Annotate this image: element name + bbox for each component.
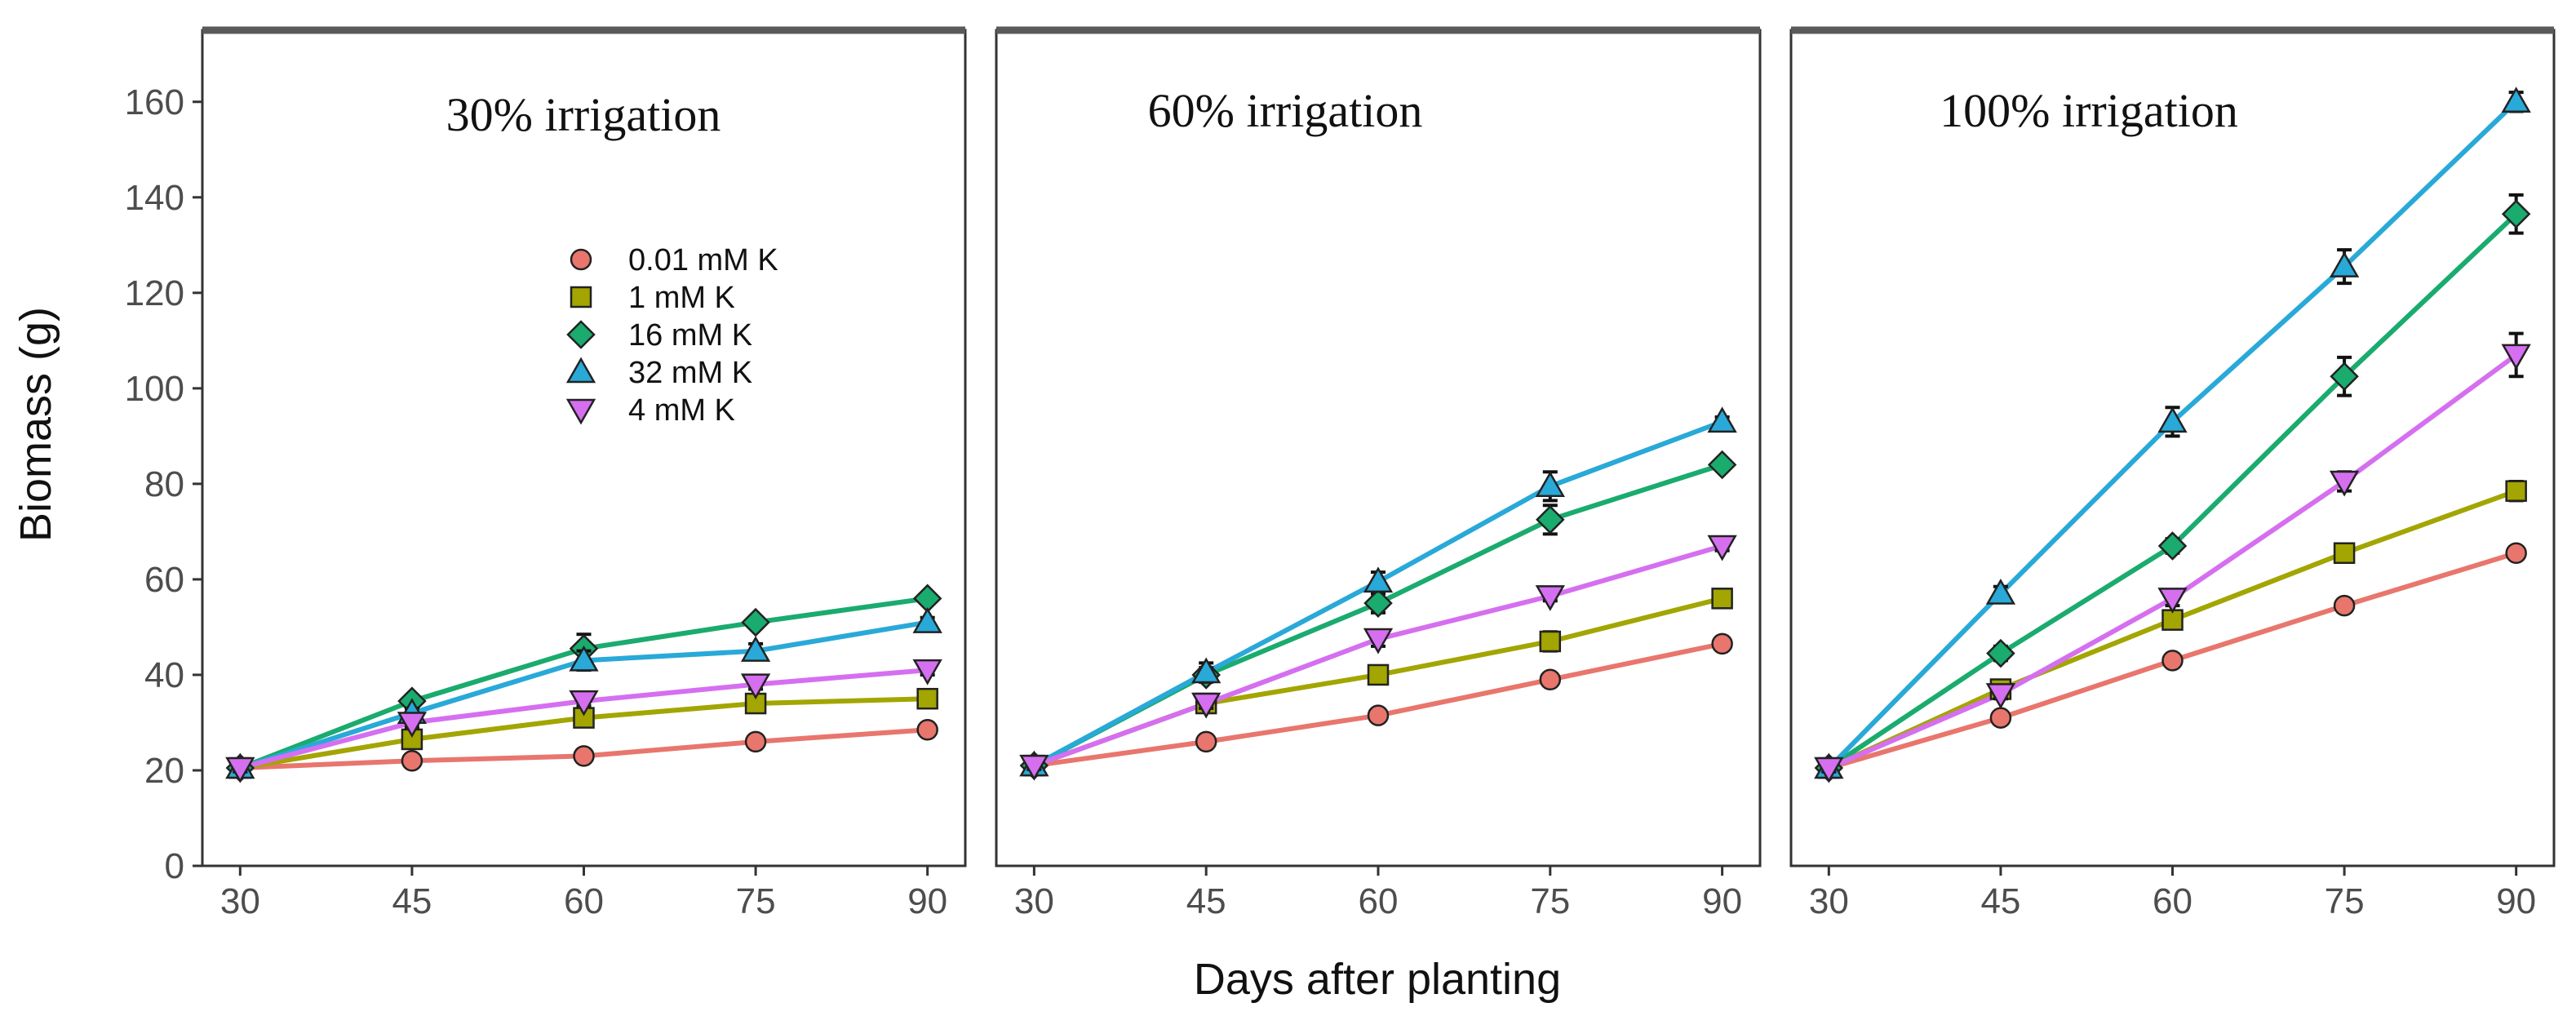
data-point [1539,668,1562,691]
data-point [1535,585,1565,611]
data-point [1191,692,1221,719]
data-point [1367,704,1390,726]
y-tick-label: 120 [125,273,184,313]
data-point [1707,406,1737,433]
legend-label: 1 mM K [628,281,735,315]
legend-label: 32 mM K [628,356,752,390]
x-tick-label: 75 [2325,881,2365,921]
data-point [2330,362,2359,391]
y-tick-label: 40 [144,655,184,695]
legend-key [570,248,592,271]
data-point [1367,663,1390,686]
data-point [916,687,938,710]
x-tick-label: 90 [907,881,947,921]
data-point [1539,630,1562,653]
x-tick-label: 90 [1702,881,1742,921]
data-point [740,636,771,662]
x-tick-label: 45 [1980,881,2020,921]
data-point [1814,757,1844,783]
data-point [1711,632,1733,655]
x-tick-label: 75 [736,881,776,921]
data-point [225,757,255,783]
data-point [2333,542,2356,564]
data-point [1363,566,1394,593]
legend-label: 0.01 mM K [628,243,778,277]
data-point [1195,730,1217,753]
x-tick-label: 30 [1014,881,1054,921]
legend-label: 4 mM K [628,393,735,428]
data-point [2501,87,2531,113]
data-point [916,718,938,741]
data-point [1191,657,1221,684]
x-tick-label: 30 [220,881,260,921]
data-point [397,712,428,738]
legend-key [565,357,596,384]
data-point [569,690,599,717]
y-tick-label: 20 [144,751,184,791]
data-point [1535,471,1565,498]
y-tick-label: 140 [125,178,184,218]
data-point [2329,251,2360,277]
y-tick-label: 80 [144,464,184,504]
data-point [1989,707,2012,729]
panel-title: 100% irrigation [1940,84,2238,137]
y-tick-label: 160 [125,82,184,122]
data-point [2329,470,2360,497]
data-point [2157,588,2188,614]
legend-key [566,320,596,349]
legend-key [565,398,596,425]
x-tick-label: 30 [1809,881,1849,921]
data-point [1707,450,1737,480]
data-point [740,673,771,700]
data-point [2157,531,2188,561]
data-point [1711,588,1733,610]
data-point [573,745,595,767]
y-tick-label: 60 [144,560,184,600]
x-tick-label: 45 [392,881,432,921]
data-point [2505,542,2527,564]
data-point [741,607,770,637]
x-tick-label: 60 [564,881,604,921]
panel-frame [1789,29,2556,867]
data-point [1363,588,1393,618]
data-point [912,607,942,633]
data-point [912,659,942,686]
data-point [2333,594,2356,617]
data-point [569,645,599,672]
data-point [2157,406,2188,433]
data-point [1985,578,2016,605]
data-point [1985,683,2016,709]
data-point [2501,344,2531,371]
data-point [1019,754,1049,781]
data-point [2161,650,2184,672]
panel-2: 60% irrigation 30 45 60 75 90 [995,26,1762,921]
legend-key [570,286,592,308]
data-point [744,730,767,753]
x-tick-label: 90 [2496,881,2536,921]
y-axis-title: Biomass (g) [11,307,60,542]
x-tick-label: 60 [1359,881,1399,921]
x-tick-label: 45 [1186,881,1226,921]
data-point [1707,535,1737,561]
data-point [2501,199,2531,229]
data-point [1536,505,1565,535]
y-tick-label: 0 [165,846,184,886]
data-point [1986,638,2015,668]
data-point [401,750,423,772]
x-tick-label: 75 [1530,881,1570,921]
data-point [1363,628,1394,654]
x-axis-title: Days after planting [1194,955,1561,1004]
panel-title: 60% irrigation [1148,84,1423,137]
panel-1: 30% irrigation 0 20 40 60 80 100 120 140 160 30 45 6… [125,26,967,921]
panel-3: 100% irrigation 30 45 60 75 90 [1789,26,2556,921]
panel-frame [995,29,1762,867]
y-tick-label: 100 [125,369,184,409]
legend: 0.01 mM K 1 mM K16 mM K32 mM K4 mM K [565,243,778,428]
panel-title: 30% irrigation [446,88,721,141]
data-point [2505,480,2527,502]
x-tick-label: 60 [2153,881,2192,921]
legend-label: 16 mM K [628,318,752,353]
